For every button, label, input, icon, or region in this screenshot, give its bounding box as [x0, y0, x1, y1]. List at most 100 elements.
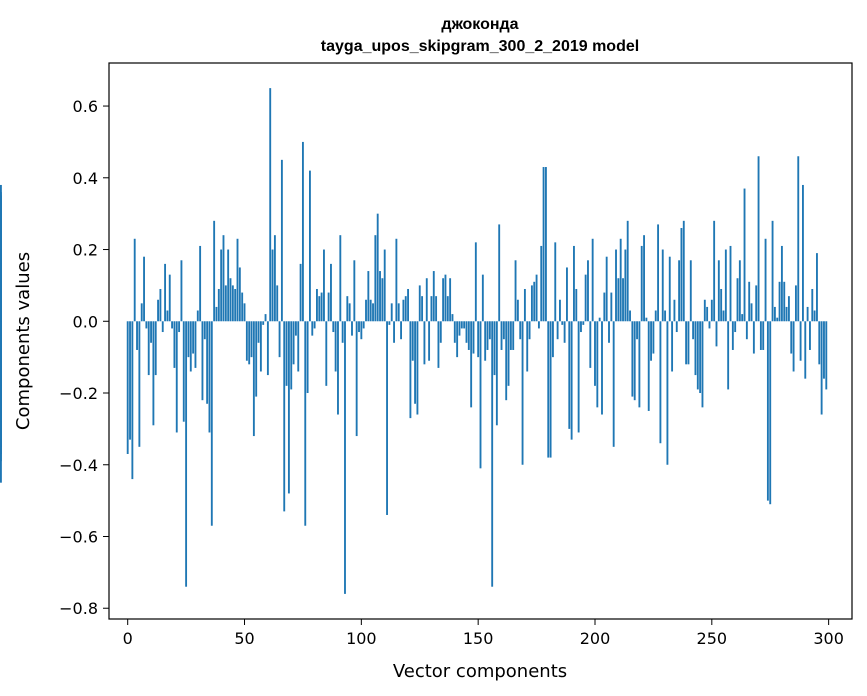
- bar: [755, 285, 758, 322]
- bar: [708, 321, 711, 329]
- bar: [486, 321, 489, 350]
- bar: [351, 321, 353, 336]
- bar: [383, 249, 386, 322]
- bar: [196, 310, 199, 322]
- bar: [402, 299, 405, 322]
- bar: [745, 321, 748, 340]
- bar: [537, 321, 540, 329]
- bar: [404, 296, 407, 322]
- bar: [472, 321, 475, 354]
- bar: [126, 321, 129, 454]
- bar: [773, 306, 776, 322]
- bar: [549, 321, 552, 458]
- x-tick-label: 200: [580, 629, 611, 648]
- bar: [624, 249, 627, 322]
- bar: [692, 321, 695, 340]
- bar: [355, 321, 358, 437]
- bar: [811, 288, 814, 322]
- bar: [710, 299, 713, 322]
- bar: [680, 228, 683, 322]
- bar: [799, 321, 802, 361]
- bar: [182, 321, 185, 422]
- bar: [430, 296, 433, 322]
- bar: [664, 310, 667, 322]
- bar: [619, 238, 622, 322]
- bar: [257, 321, 260, 343]
- chart-title: джоконда: [441, 16, 518, 33]
- bar: [407, 288, 409, 322]
- bar: [301, 141, 304, 322]
- bar: [640, 245, 643, 322]
- bar: [682, 220, 685, 322]
- bar: [575, 288, 578, 322]
- bar: [809, 321, 811, 350]
- bar: [622, 278, 624, 322]
- bar: [477, 321, 480, 358]
- bar: [306, 321, 309, 394]
- bar: [519, 321, 522, 340]
- bar: [379, 271, 381, 322]
- bar: [769, 321, 772, 505]
- bar: [706, 306, 709, 322]
- bar: [381, 278, 384, 322]
- bar: [446, 296, 449, 322]
- bar: [514, 260, 517, 322]
- bar: [790, 321, 793, 354]
- bar: [210, 321, 213, 526]
- bar: [615, 249, 617, 322]
- bar: [505, 321, 508, 401]
- bar: [203, 321, 206, 340]
- bar: [823, 321, 825, 379]
- bar: [243, 303, 246, 322]
- bar: [439, 321, 442, 343]
- bar: [474, 242, 477, 322]
- bar: [129, 321, 131, 440]
- bar: [500, 321, 503, 350]
- bar: [152, 321, 155, 426]
- bar: [414, 321, 417, 404]
- bar: [528, 321, 531, 340]
- bar: [388, 321, 391, 325]
- bar: [460, 321, 463, 329]
- bar: [552, 321, 554, 358]
- bar: [297, 321, 300, 372]
- bar: [374, 235, 377, 322]
- bar: [559, 299, 561, 322]
- bar: [309, 170, 311, 322]
- bar: [259, 321, 262, 372]
- bar: [323, 249, 325, 322]
- bar: [397, 303, 400, 322]
- bar: [741, 314, 744, 322]
- bar: [346, 296, 349, 322]
- bar: [458, 321, 461, 336]
- bar: [573, 245, 575, 322]
- bar: [542, 167, 545, 322]
- bar: [568, 321, 571, 429]
- bar: [731, 321, 734, 350]
- bars-group: [0, 88, 828, 594]
- x-tick-label: 250: [697, 629, 728, 648]
- bar: [605, 256, 608, 322]
- bar: [636, 321, 638, 340]
- bar: [792, 321, 795, 372]
- bar: [358, 321, 360, 333]
- bar: [290, 321, 293, 390]
- bar: [428, 321, 431, 361]
- bar: [316, 288, 318, 322]
- bar: [187, 321, 190, 358]
- bar: [208, 321, 211, 433]
- bar: [556, 321, 559, 340]
- bar: [566, 267, 568, 322]
- bar: [271, 249, 274, 322]
- bar: [601, 321, 603, 415]
- x-tick-label: 100: [346, 629, 377, 648]
- x-tick-label: 150: [463, 629, 494, 648]
- y-axis-label: Components values: [13, 252, 34, 430]
- bar: [173, 321, 176, 368]
- bar: [416, 321, 419, 415]
- bar: [217, 288, 220, 322]
- bar: [498, 224, 501, 322]
- bar: [180, 260, 183, 322]
- bar: [603, 292, 606, 322]
- bar: [269, 88, 272, 322]
